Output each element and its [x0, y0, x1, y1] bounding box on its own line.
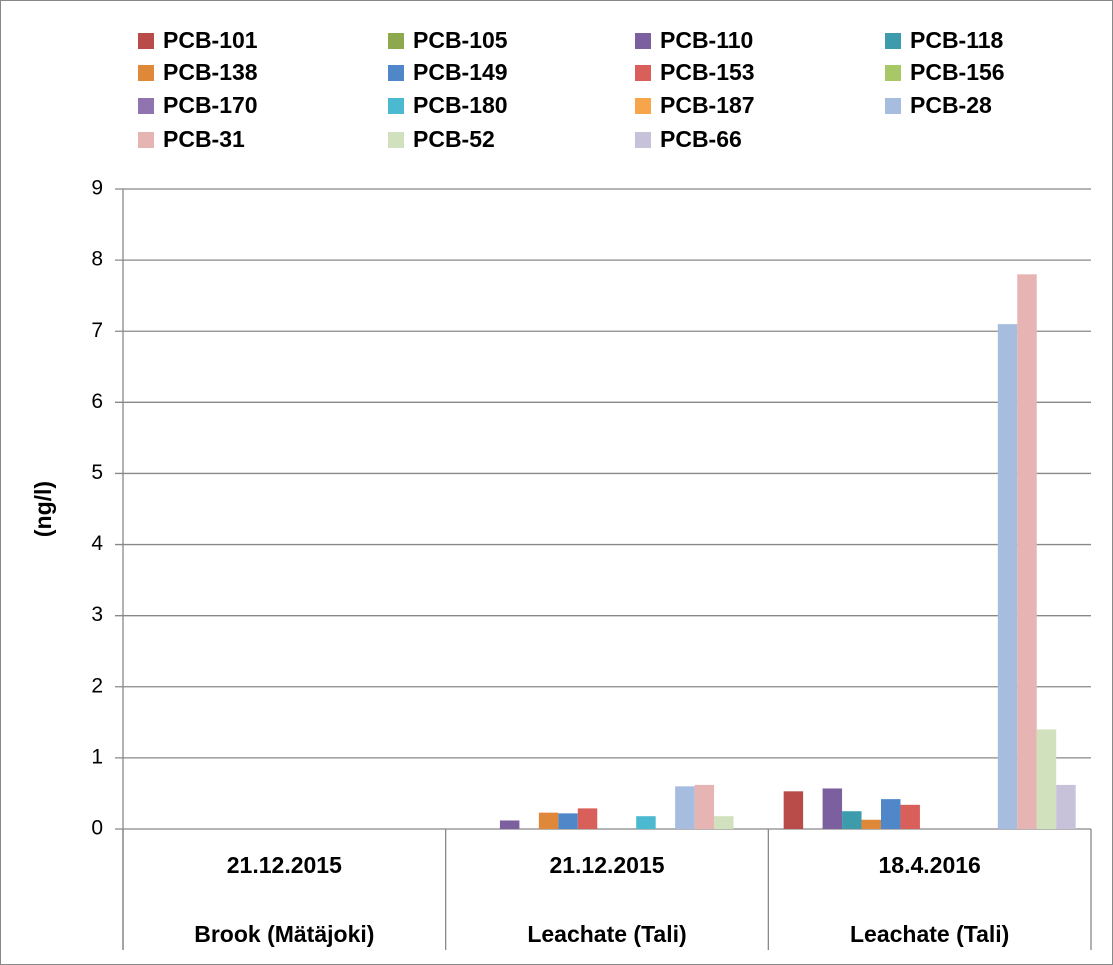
legend-label: PCB-170 [163, 92, 258, 118]
legend-swatch [388, 98, 404, 114]
legend-label: PCB-110 [660, 27, 753, 53]
y-tick-label: 6 [91, 390, 103, 413]
y-tick-label: 0 [91, 817, 103, 840]
legend-swatch [138, 33, 154, 49]
x-group-label: Brook (Mätäjoki) [194, 921, 374, 947]
legend-swatch [138, 132, 154, 148]
bar [1056, 784, 1076, 829]
y-tick-label: 4 [91, 532, 103, 555]
legend-swatch [885, 33, 901, 49]
bar [997, 324, 1018, 829]
legend-label: PCB-66 [660, 126, 742, 152]
legend-label: PCB-52 [413, 126, 495, 152]
bar [822, 788, 843, 829]
legend-label: PCB-101 [163, 27, 258, 53]
y-tick-label: 8 [91, 248, 103, 271]
legend-swatch [885, 65, 901, 81]
bar [538, 812, 559, 829]
legend-label: PCB-187 [660, 92, 755, 118]
bar [558, 813, 578, 829]
x-group-label: Leachate (Tali) [527, 921, 686, 947]
legend-swatch [635, 98, 651, 114]
x-tick-label: 21.12.2015 [549, 852, 664, 878]
legend-label: PCB-118 [910, 27, 1004, 53]
legend-label: PCB-180 [413, 92, 508, 118]
y-axis-label: (ng/l) [30, 481, 56, 537]
legend-swatch [388, 33, 404, 49]
legend-swatch [138, 98, 154, 114]
bar [900, 804, 920, 829]
bar [675, 786, 695, 829]
y-tick-label: 2 [91, 674, 103, 697]
bar [577, 808, 598, 829]
legend-label: PCB-138 [163, 59, 258, 85]
legend-swatch [388, 65, 404, 81]
y-tick-label: 9 [91, 177, 103, 200]
bar [861, 819, 881, 829]
legend-label: PCB-28 [910, 92, 992, 118]
legend-swatch [885, 98, 901, 114]
bar [636, 816, 656, 829]
legend-label: PCB-156 [910, 59, 1005, 85]
x-tick-label: 21.12.2015 [227, 852, 342, 878]
legend-label: PCB-105 [413, 27, 508, 53]
legend-swatch [388, 132, 404, 148]
legend-label: PCB-31 [163, 126, 245, 152]
legend-swatch [635, 33, 651, 49]
bar [783, 791, 804, 829]
bar [1036, 729, 1057, 829]
y-tick-label: 7 [91, 319, 103, 342]
y-tick-label: 1 [91, 745, 103, 768]
y-tick-label: 3 [91, 603, 103, 626]
x-group-label: Leachate (Tali) [850, 921, 1009, 947]
x-tick-label: 18.4.2016 [879, 852, 981, 878]
legend-swatch [138, 65, 154, 81]
legend-swatch [635, 65, 651, 81]
bar [694, 784, 715, 829]
legend-label: PCB-149 [413, 59, 508, 85]
y-tick-label: 5 [91, 461, 103, 484]
bar [714, 816, 734, 829]
bar [1017, 274, 1037, 829]
legend-label: PCB-153 [660, 59, 755, 85]
legend-swatch [635, 132, 651, 148]
bar [499, 820, 520, 829]
bar [880, 799, 901, 829]
bar [842, 811, 862, 829]
